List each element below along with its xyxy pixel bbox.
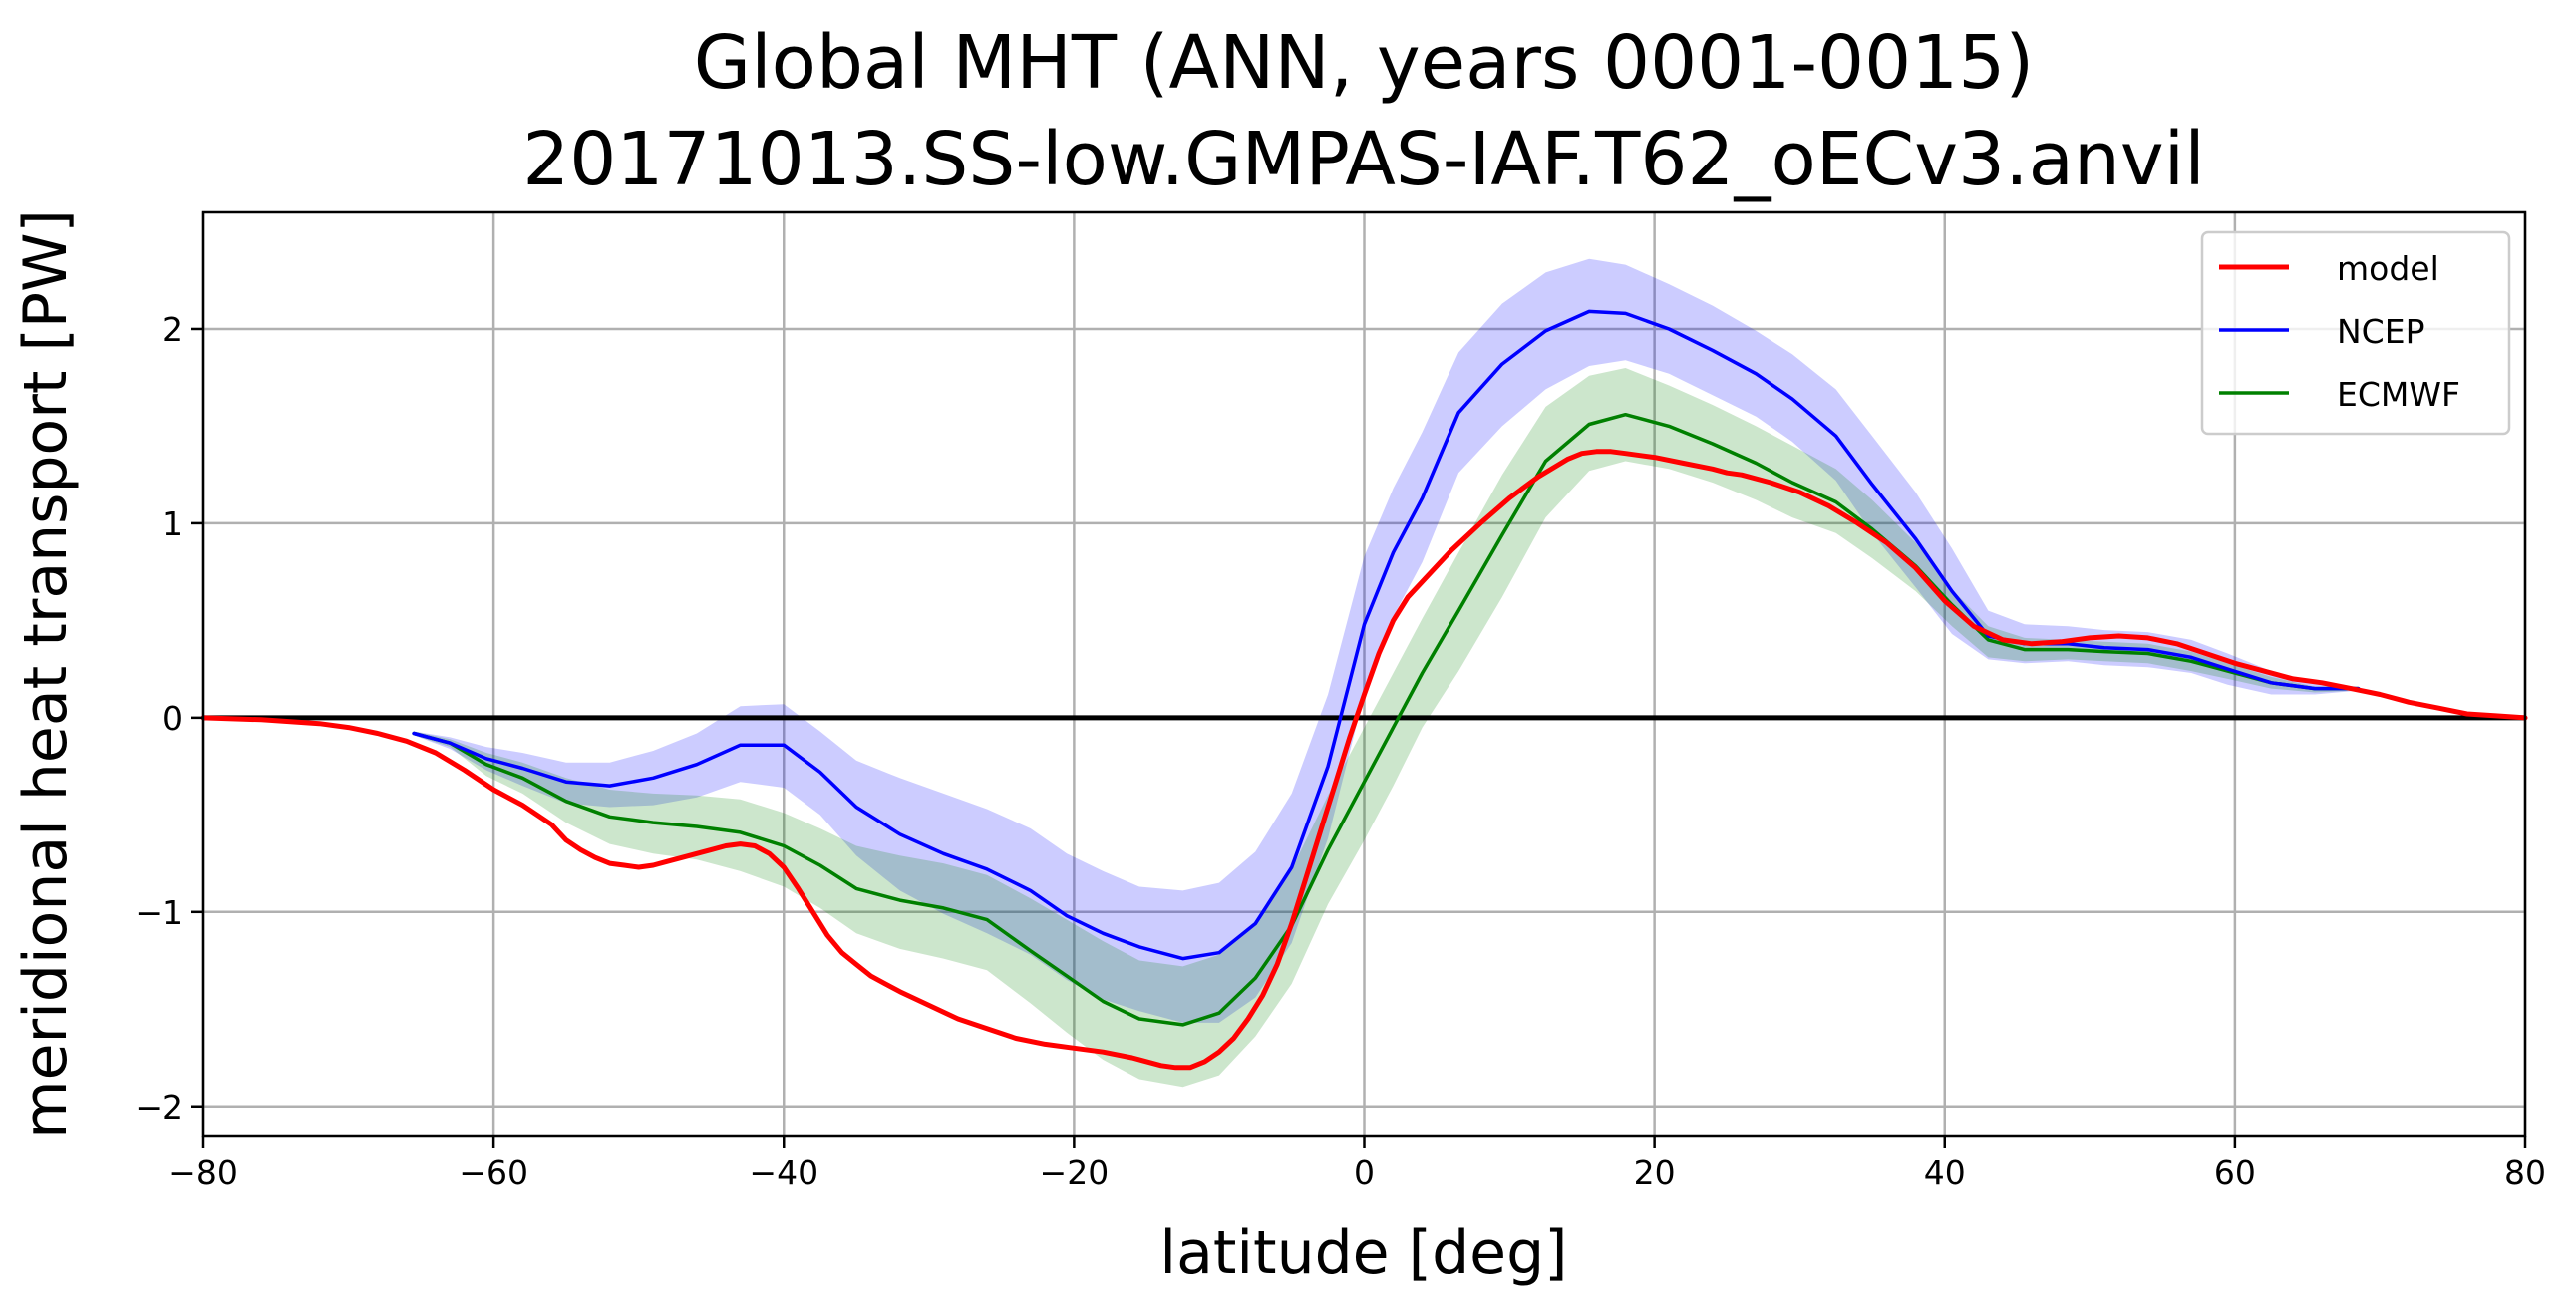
chart-subtitle: 20171013.SS-low.GMPAS-IAF.T62_oECv3.anvi… [522,117,2205,202]
legend-box [2200,230,2511,436]
ecmwf-line [412,412,2361,1027]
x-tick-label: 60 [2214,1153,2256,1192]
x-tick-label: −40 [749,1153,818,1192]
legend-label-model: model [2337,249,2439,288]
model-line [200,449,2528,1071]
y-axis-label: meridional heat transport [PW] [11,209,81,1139]
x-tick-label: 80 [2504,1153,2546,1192]
legend: model NCEP ECMWF [2200,230,2511,436]
axis-ticks: −80 −60 −40 −20 0 20 40 60 80 −2 −1 0 1 2 [135,310,2546,1192]
ecmwf-band [414,368,2359,1088]
y-tick-label: 1 [162,504,183,543]
y-tick-label: −2 [135,1088,183,1127]
legend-label-ecmwf: ECMWF [2337,375,2460,414]
x-tick-label: −80 [168,1153,238,1192]
legend-label-ncep: NCEP [2337,312,2424,351]
x-tick-label: 0 [1354,1153,1375,1192]
x-tick-label: 40 [1924,1153,1966,1192]
x-axis-label: latitude [deg] [1159,1218,1567,1288]
y-tick-label: 0 [162,699,183,738]
chart-title: Global MHT (ANN, years 0001-0015) [694,20,2034,106]
x-tick-label: 20 [1634,1153,1676,1192]
uncertainty-bands [414,258,2359,1088]
y-tick-label: 2 [162,310,183,349]
y-tick-label: −1 [135,893,183,932]
x-tick-label: −60 [459,1153,528,1192]
ncep-band [414,258,2359,1023]
data-series [200,309,2528,1071]
x-tick-label: −20 [1040,1153,1110,1192]
